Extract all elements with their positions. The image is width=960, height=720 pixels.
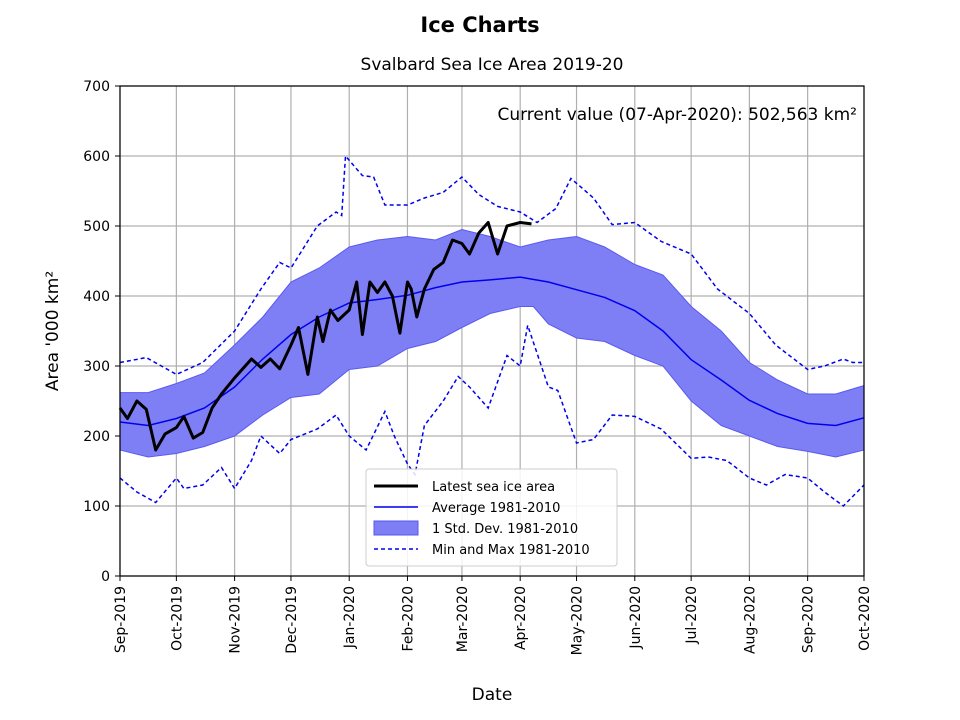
- ticks: 0 100 200 300 400 500 600 700 Sep-2019 Oct-2019 No…: [83, 79, 873, 655]
- x-tick-label: Aug-2020: [742, 586, 758, 654]
- y-tick-label: 500: [83, 219, 110, 235]
- x-tick-label: Apr-2020: [513, 586, 529, 650]
- x-tick-label: May-2020: [570, 586, 586, 655]
- series-layer: [118, 154, 865, 507]
- y-tick-label: 0: [101, 569, 110, 585]
- x-tick-label: Oct-2020: [857, 586, 873, 651]
- plot-frame: [119, 85, 865, 577]
- x-tick-label: Oct-2019: [169, 586, 185, 651]
- latest-sea-ice-line: [118, 221, 532, 452]
- legend-std-swatch: [373, 520, 419, 536]
- legend-latest-label: Latest sea ice area: [432, 480, 555, 495]
- y-tick-label: 100: [83, 499, 110, 515]
- x-tick-label: Jul-2020: [684, 586, 700, 645]
- y-tick-label: 200: [83, 429, 110, 445]
- max-line: [119, 154, 864, 376]
- x-tick-label: Mar-2020: [455, 586, 471, 652]
- min-line: [119, 322, 865, 507]
- x-tick-label: Sep-2020: [801, 586, 817, 653]
- std-dev-band: [119, 228, 865, 458]
- legend-minmax-label: Min and Max 1981-2010: [432, 543, 590, 558]
- y-tick-label: 600: [83, 149, 110, 165]
- x-tick-label: Jan-2020: [342, 586, 358, 649]
- chart-suptitle: Ice Charts: [420, 13, 539, 37]
- y-tick-label: 400: [83, 289, 110, 305]
- average-line: [119, 276, 865, 427]
- legend-average-label: Average 1981-2010: [432, 501, 560, 516]
- legend-box: [365, 468, 618, 567]
- legend: Latest sea ice area Average 1981-2010 1 …: [365, 468, 618, 567]
- current-value-annotation: Current value (07-Apr-2020): 502,563 km²: [497, 105, 857, 125]
- x-tick-label: Dec-2019: [284, 586, 300, 654]
- x-tick-label: Jun-2020: [628, 586, 644, 650]
- y-axis-label: Area '000 km²: [43, 271, 63, 391]
- x-tick-label: Feb-2020: [400, 586, 416, 651]
- chart-title: Svalbard Sea Ice Area 2019-20: [361, 55, 624, 75]
- x-axis-label: Date: [472, 685, 513, 705]
- y-tick-label: 300: [83, 359, 110, 375]
- x-tick-label: Sep-2019: [113, 586, 129, 653]
- x-tick-label: Nov-2019: [228, 586, 244, 654]
- legend-std-label: 1 Std. Dev. 1981-2010: [432, 522, 578, 537]
- y-tick-label: 700: [83, 79, 110, 95]
